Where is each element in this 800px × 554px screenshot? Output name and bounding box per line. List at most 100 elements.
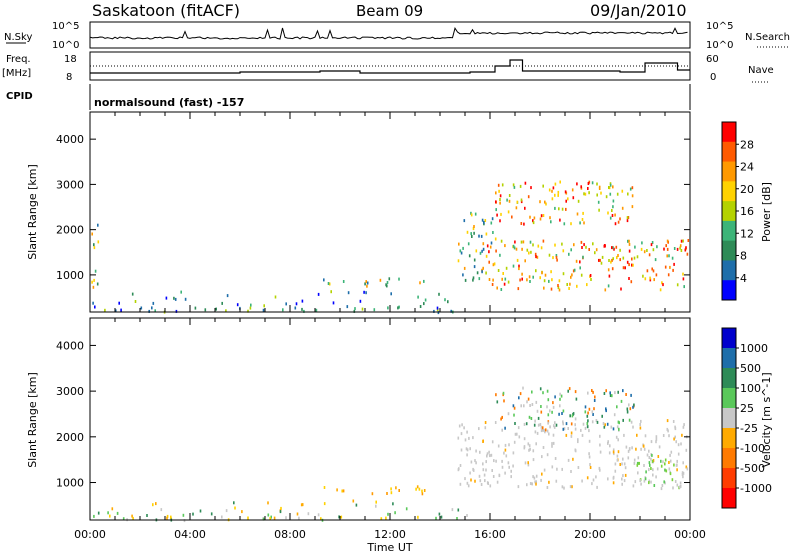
range-cell xyxy=(199,509,202,513)
range-cell xyxy=(530,417,533,420)
colorbar-swatch xyxy=(722,181,736,202)
colorbar-swatch xyxy=(722,328,736,349)
range-cell xyxy=(469,447,471,451)
range-cell xyxy=(495,200,497,204)
range-cell xyxy=(471,235,473,238)
range-cell xyxy=(148,309,150,313)
range-cell xyxy=(531,390,533,394)
y-tick-label: 4000 xyxy=(56,133,84,146)
range-cell xyxy=(672,486,674,490)
range-cell xyxy=(116,511,119,515)
range-cell xyxy=(390,292,392,296)
range-cell xyxy=(682,471,685,475)
range-cell xyxy=(549,216,551,220)
range-cell xyxy=(489,484,492,488)
range-cell xyxy=(473,265,476,269)
range-cell xyxy=(533,423,536,427)
range-cell xyxy=(496,480,499,484)
range-cell xyxy=(641,241,643,245)
range-cell xyxy=(559,404,561,408)
range-cell xyxy=(529,280,531,283)
range-cell xyxy=(599,258,601,262)
range-cell xyxy=(601,414,603,418)
range-cell xyxy=(627,456,630,460)
range-cell xyxy=(563,427,566,431)
range-cell xyxy=(508,465,510,469)
range-cell xyxy=(598,466,601,470)
range-cell xyxy=(386,492,388,495)
range-cell xyxy=(534,480,536,484)
range-cell xyxy=(655,440,657,444)
range-cell xyxy=(464,278,467,282)
range-cell xyxy=(93,246,96,250)
range-cell xyxy=(482,247,485,251)
colorbar-swatch xyxy=(722,428,736,449)
range-cell xyxy=(592,478,595,482)
range-cell xyxy=(262,517,265,521)
range-cell xyxy=(96,282,99,286)
range-cell xyxy=(480,234,483,238)
range-cell xyxy=(535,442,537,446)
range-cell xyxy=(596,420,599,424)
range-cell xyxy=(626,216,629,220)
range-cell xyxy=(250,303,252,307)
range-cell xyxy=(599,443,601,447)
freq-trace xyxy=(90,59,690,74)
range-cell xyxy=(586,425,589,429)
colorbar-swatch xyxy=(722,448,736,469)
range-cell xyxy=(365,291,367,295)
range-cell xyxy=(107,511,109,515)
range-cell xyxy=(109,514,111,518)
range-cell xyxy=(494,237,497,241)
range-cell xyxy=(514,240,516,244)
range-cell xyxy=(475,449,477,453)
range-cell xyxy=(532,449,535,453)
range-cell xyxy=(478,277,481,281)
range-cell xyxy=(482,439,484,443)
time-tick-label: 04:00 xyxy=(174,528,206,541)
range-cell xyxy=(613,413,616,417)
range-cell xyxy=(269,517,271,521)
range-cell xyxy=(353,309,356,313)
range-cell xyxy=(317,292,320,296)
range-cell xyxy=(386,284,388,288)
range-cell xyxy=(421,492,424,496)
range-cell xyxy=(499,219,501,223)
range-cell xyxy=(118,301,120,305)
range-cell xyxy=(649,463,651,467)
range-cell xyxy=(398,277,400,281)
range-cell xyxy=(634,245,636,249)
range-cell xyxy=(336,488,338,492)
range-cell xyxy=(569,485,572,489)
range-cell xyxy=(655,273,658,277)
range-cell xyxy=(588,191,590,195)
range-cell xyxy=(486,454,488,458)
range-cell xyxy=(541,472,543,476)
range-cell xyxy=(524,461,527,465)
range-cell xyxy=(574,448,577,452)
range-cell xyxy=(632,484,635,488)
range-cell xyxy=(540,429,543,433)
range-cell xyxy=(542,428,544,432)
range-cell xyxy=(624,466,627,470)
range-cell xyxy=(661,281,663,285)
range-cell xyxy=(568,287,570,290)
range-cell xyxy=(664,265,667,269)
range-cell xyxy=(580,428,582,432)
range-cell xyxy=(536,255,539,259)
range-cell xyxy=(366,281,369,285)
range-cell xyxy=(676,283,679,287)
range-cell xyxy=(646,249,648,252)
range-cell xyxy=(417,295,419,299)
range-cell xyxy=(587,391,589,395)
range-cell xyxy=(574,390,577,394)
colorbar-swatch xyxy=(722,122,736,143)
range-cell xyxy=(241,510,243,514)
range-cell xyxy=(617,220,620,224)
range-cell xyxy=(535,400,538,404)
range-cell xyxy=(682,239,684,243)
range-cell xyxy=(611,209,613,212)
range-cell xyxy=(615,435,618,439)
range-cell xyxy=(612,257,614,261)
range-cell xyxy=(507,280,510,284)
